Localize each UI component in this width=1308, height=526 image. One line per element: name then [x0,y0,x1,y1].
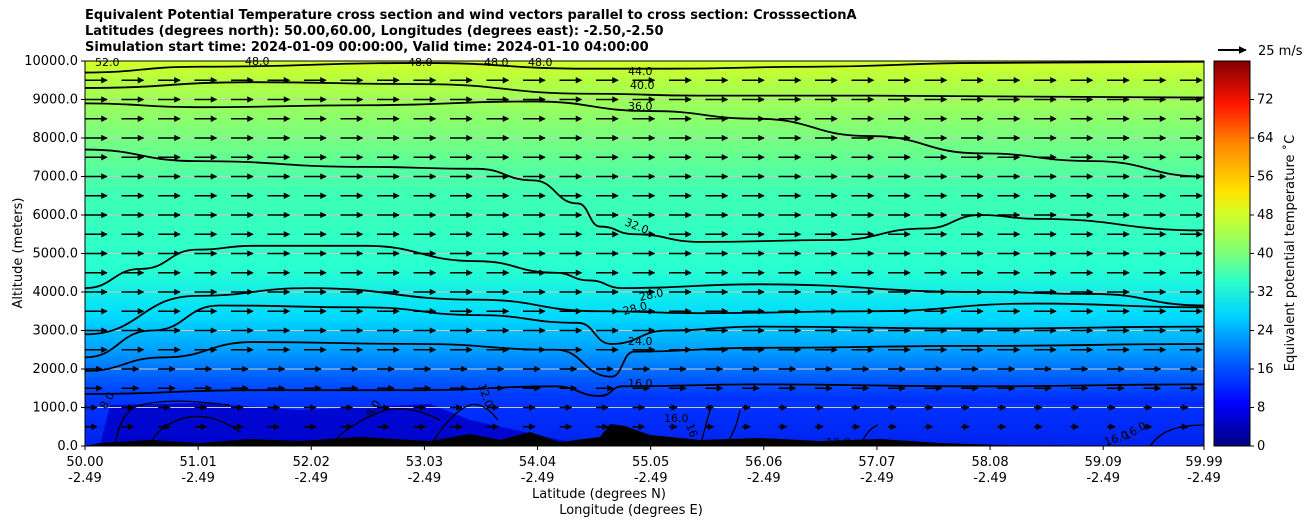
wind-vectors [85,77,1203,430]
y-tick-label: 2000.0 [33,362,79,377]
y-tick-label: 9000.0 [33,93,79,108]
terrain-silhouette [85,424,1204,446]
y-tick-label: 1000.0 [33,401,79,416]
contour-label: 28.0 [638,286,665,304]
y-tick-label: 3000.0 [33,324,79,339]
colorbar-gradient [1213,60,1251,447]
colorbar-ticks: 0 8 16 24 32 40 48 56 64 72 [1250,93,1274,454]
y-tick-label: 10000.0 [24,54,78,69]
low-level-contours [114,400,1204,446]
x-tick-label-longitude: -2.49 [294,471,328,486]
contour-36.0 [85,100,1204,178]
chart-title-line-1: Equivalent Potential Temperature cross s… [85,8,857,23]
contour-label: 16.0 [664,412,689,425]
colorbar-tick-label: 16 [1257,362,1274,377]
x-axis-label-longitude: Longitude (degrees E) [559,503,703,518]
colorbar-tick-label: 8 [1257,401,1265,416]
x-tick-label-latitude: 58.08 [971,455,1008,470]
contour-label: 16.0 [628,377,653,390]
x-tick-label-longitude: -2.49 [68,471,102,486]
x-tick-label-longitude: -2.49 [1187,471,1221,486]
x-tick-label-latitude: 50.00 [66,455,103,470]
x-tick-label-longitude: -2.49 [181,471,215,486]
colorbar-tick-label: 32 [1257,285,1274,300]
contour-28.0 [85,304,1204,359]
contour-label: 48.0 [408,56,433,69]
contour-label: 48.0 [484,56,509,69]
x-tick-label-latitude: 53.03 [406,455,443,470]
colorbar: 0 8 16 24 32 40 48 56 64 72 Equivalent potential … [1213,60,1298,454]
x-tick-label-latitude: 56.06 [745,455,782,470]
contour-label: 28.0 [622,299,649,318]
x-tick-label-latitude: 59.99 [1185,455,1222,470]
contour-label: 40.0 [630,79,655,92]
x-tick-label-latitude: 55.05 [632,455,669,470]
x-tick-label-longitude: -2.49 [521,471,555,486]
x-tick-label-latitude: 52.02 [293,455,330,470]
x-tick-label-longitude: -2.49 [1086,471,1120,486]
x-tick-label-longitude: -2.49 [408,471,442,486]
contour-label: 52.0 [95,56,120,69]
contour-label: 36.0 [628,100,653,113]
contour-label: 24.0 [628,335,653,348]
contour-label: 48.0 [528,56,553,69]
contour-24.0 [85,341,1204,378]
colorbar-label: Equivalent potential temperature ˚C [1282,135,1298,371]
y-tick-label: 8000.0 [33,131,79,146]
colorbar-tick-label: 24 [1257,324,1274,339]
colorbar-tick-label: 40 [1257,247,1274,262]
x-tick-label-latitude: 59.09 [1085,455,1122,470]
y-axis: 0.0 1000.0 2000.0 3000.0 4000.0 5000.0 6000.0 7… [24,54,85,454]
y-tick-label: 7000.0 [33,170,79,185]
colorbar-tick-label: 72 [1257,93,1274,108]
y-tick-label: 5000.0 [33,247,79,262]
chart-title-line-3: Simulation start time: 2024-01-09 00:00:… [85,40,649,55]
x-axis: 50.00-2.4951.01-2.4952.02-2.4953.03-2.49… [66,446,1223,486]
contour-16.0 [85,383,1204,397]
quiver-key-label: 25 m/s [1258,44,1303,59]
x-tick-label-latitude: 54.04 [519,455,556,470]
colorbar-tick-label: 64 [1257,131,1274,146]
colorbar-tick-label: 48 [1257,208,1274,223]
x-tick-label-latitude: 57.07 [858,455,895,470]
x-tick-label-longitude: -2.49 [973,471,1007,486]
y-tick-label: 6000.0 [33,208,79,223]
contour-label: 12.0 [826,436,851,449]
y-tick-label: 4000.0 [33,285,79,300]
y-axis-label: Altitude (meters) [11,198,26,309]
y-tick-label: 0.0 [57,439,78,454]
x-tick-label-longitude: -2.49 [634,471,668,486]
chart-title-line-2: Latitudes (degrees north): 50.00,60.00, … [85,24,664,39]
colorbar-tick-label: 56 [1257,170,1274,185]
colorbar-tick-label: 0 [1257,439,1265,454]
contour-label: 44.0 [628,65,653,78]
quiver-key: 25 m/s [1218,44,1303,59]
contour-44.0 [85,61,1204,74]
x-axis-label-latitude: Latitude (degrees N) [532,487,666,502]
x-tick-label-longitude: -2.49 [747,471,781,486]
contour-32.0 [85,244,1204,307]
x-tick-label-longitude: -2.49 [860,471,894,486]
x-tick-label-latitude: 51.01 [180,455,217,470]
